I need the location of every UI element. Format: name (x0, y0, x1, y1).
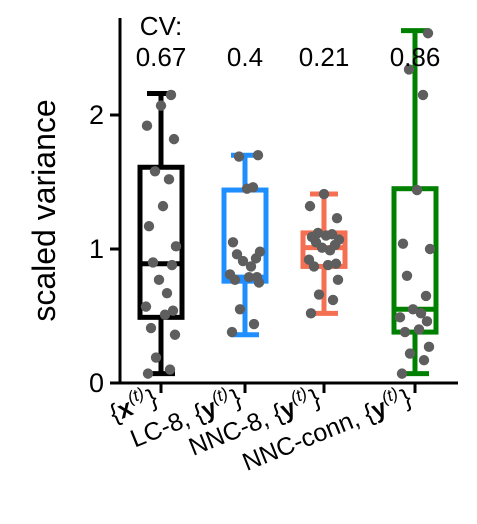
box-iqr (221, 187, 269, 284)
data-point (149, 166, 161, 177)
data-point (143, 221, 155, 232)
y-axis-title: scaled variance (26, 99, 62, 321)
data-point (332, 274, 344, 286)
data-point (243, 271, 255, 283)
data-point (397, 238, 409, 249)
data-point (313, 289, 325, 300)
data-point (331, 212, 343, 224)
data-point (413, 324, 425, 335)
y-tick-label: 0 (89, 368, 104, 398)
data-point (403, 64, 415, 75)
cv-value-label: 0.4 (227, 42, 263, 72)
axes: 0 1 2 scaled variance (26, 18, 458, 398)
data-point (231, 249, 243, 260)
data-point (423, 341, 435, 353)
data-point (399, 326, 411, 338)
data-point (165, 89, 177, 101)
points-nncconn (394, 28, 436, 379)
data-point (224, 269, 236, 280)
points-lc8 (224, 150, 266, 338)
data-point (166, 259, 178, 271)
data-point (248, 318, 260, 330)
data-point (247, 182, 259, 193)
data-point (396, 368, 408, 379)
data-point (233, 151, 245, 162)
data-point (140, 301, 152, 312)
cv-value-label: 0.67 (136, 42, 187, 72)
data-point (161, 288, 173, 299)
data-point (417, 89, 429, 101)
cv-value-label: 0.86 (390, 42, 441, 72)
data-point (421, 316, 433, 327)
data-point (303, 254, 315, 265)
data-point (415, 308, 427, 319)
data-point (153, 274, 165, 286)
data-point (326, 229, 338, 240)
data-point (227, 237, 239, 248)
data-point (254, 246, 266, 257)
data-point (226, 326, 238, 338)
data-point (145, 322, 157, 334)
data-point (330, 258, 342, 269)
data-point (155, 100, 167, 111)
data-point (420, 290, 432, 302)
cv-value-label: 0.21 (299, 42, 350, 72)
data-point (245, 261, 257, 272)
data-point (150, 352, 162, 363)
data-point (169, 329, 181, 340)
data-point (304, 200, 316, 212)
data-point (404, 348, 416, 359)
cv-header: CV: (140, 11, 182, 41)
boxes (137, 28, 439, 377)
category-labels: {x(t)}LC-8, {y(t)}NNC-8, {y(t)}NNC-conn,… (106, 384, 416, 477)
data-point (234, 304, 246, 315)
data-point (163, 174, 175, 185)
y-tick-label: 1 (89, 234, 104, 264)
data-point (167, 305, 179, 316)
points-x (140, 89, 182, 379)
data-point (422, 28, 434, 39)
data-point (407, 304, 419, 315)
data-points (140, 28, 436, 379)
data-point (322, 259, 334, 271)
data-point (141, 120, 153, 131)
data-point (164, 364, 176, 375)
data-point (159, 309, 171, 320)
data-point (142, 368, 154, 379)
data-point (318, 188, 330, 200)
data-point (157, 200, 169, 212)
data-point (170, 241, 182, 252)
data-point (251, 271, 263, 283)
data-point (168, 133, 180, 145)
points-nnc8 (303, 188, 345, 319)
data-point (411, 184, 423, 196)
data-point (394, 312, 406, 323)
data-point (312, 227, 324, 239)
data-point (401, 270, 413, 281)
data-point (305, 308, 317, 319)
data-point (237, 255, 249, 267)
y-tick-label: 2 (89, 100, 104, 130)
data-point (147, 257, 159, 268)
cv-labels: 0.67 0.4 0.21 0.86 CV: (136, 11, 441, 72)
data-point (327, 294, 339, 306)
data-point (424, 243, 436, 255)
data-point (418, 355, 430, 366)
data-point (252, 150, 264, 161)
